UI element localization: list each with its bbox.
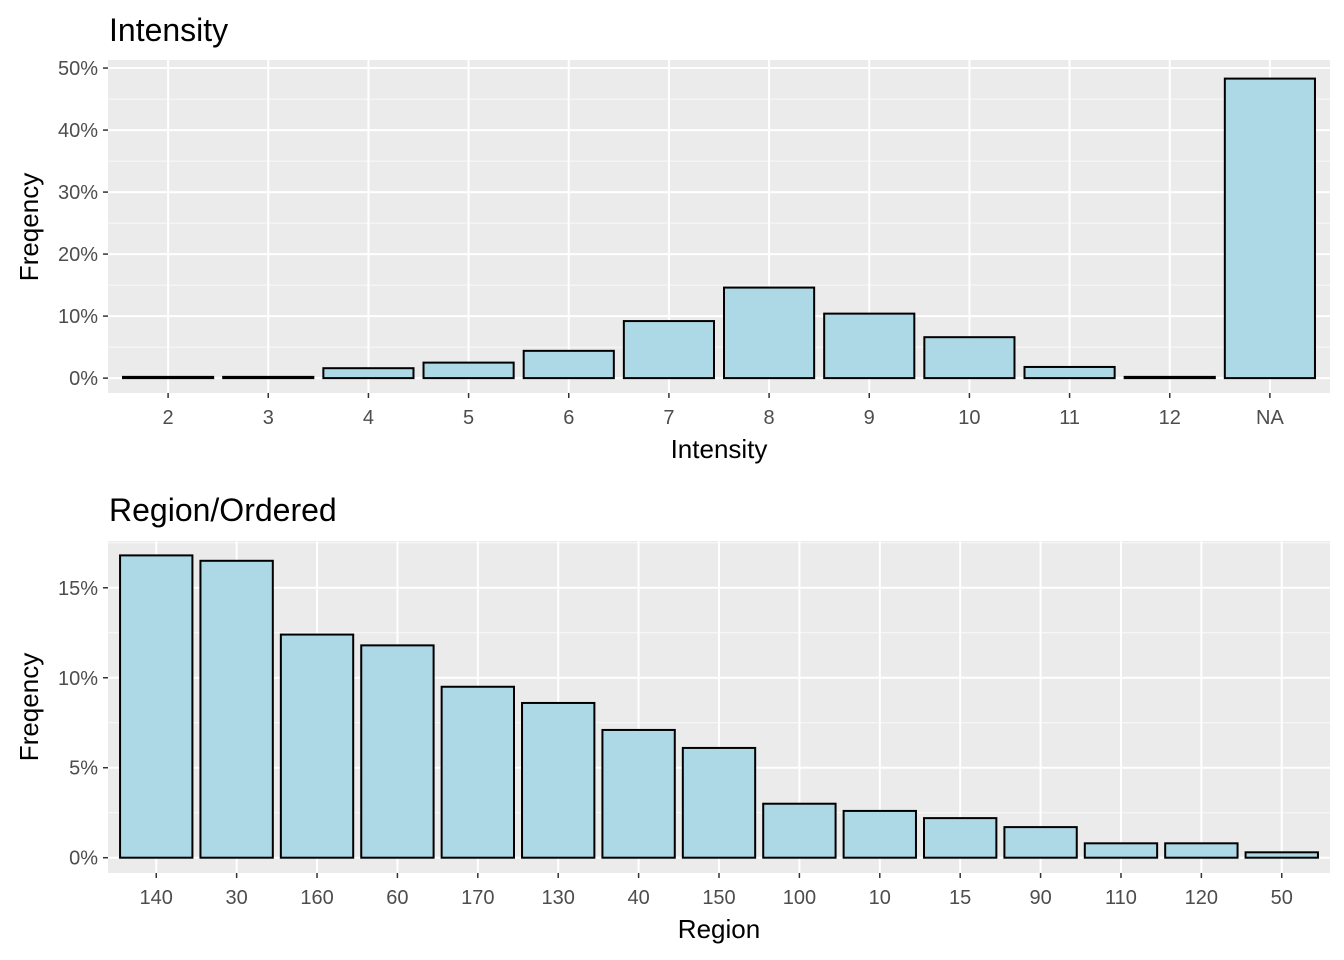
chart-title: Intensity bbox=[109, 12, 228, 48]
y-tick-label: 10% bbox=[58, 306, 98, 328]
y-tick-label: 15% bbox=[58, 578, 98, 600]
bar-140 bbox=[119, 554, 194, 859]
x-tick-label: 3 bbox=[263, 407, 274, 429]
y-tick-label: 0% bbox=[69, 848, 98, 870]
bar-3 bbox=[222, 375, 315, 380]
bar-9 bbox=[823, 312, 916, 380]
x-tick-label: 15 bbox=[949, 887, 971, 909]
x-axis: 140 30 160 60 170 130 40 150 100 10 15 90 110 120 50 bbox=[140, 873, 1293, 909]
bar-2 bbox=[122, 375, 215, 380]
x-tick-label: 10 bbox=[958, 407, 980, 429]
bar-15 bbox=[923, 817, 998, 859]
x-tick-label: 6 bbox=[563, 407, 574, 429]
intensity-chart: Intensity 0% 10% 20% 30% 40% 50% 2 3 4 5 6 7 8 9 10 11… bbox=[14, 12, 1330, 464]
bar-11 bbox=[1023, 365, 1116, 380]
y-axis-title: Freqency bbox=[14, 173, 44, 281]
y-tick-label: 30% bbox=[58, 182, 98, 204]
x-tick-label: 30 bbox=[226, 887, 248, 909]
bar-120 bbox=[1164, 842, 1239, 859]
x-axis-title: Intensity bbox=[671, 434, 768, 464]
x-tick-label: 60 bbox=[386, 887, 408, 909]
y-tick-label: 5% bbox=[69, 758, 98, 780]
chart-title: Region/Ordered bbox=[109, 492, 337, 528]
x-tick-label: 9 bbox=[864, 407, 875, 429]
bar-7 bbox=[622, 320, 715, 380]
x-axis: 2 3 4 5 6 7 8 9 10 11 12 NA bbox=[163, 393, 1284, 429]
x-tick-label: 40 bbox=[627, 887, 649, 909]
x-tick-label: 110 bbox=[1105, 887, 1137, 909]
x-tick-label: 10 bbox=[869, 887, 891, 909]
bar-60 bbox=[360, 644, 435, 859]
x-tick-label: 7 bbox=[663, 407, 674, 429]
x-tick-label: 12 bbox=[1159, 407, 1181, 429]
x-tick-label: 170 bbox=[461, 887, 494, 909]
plot-panel bbox=[108, 60, 1330, 393]
x-tick-label: 50 bbox=[1271, 887, 1293, 909]
bar-150 bbox=[681, 746, 757, 859]
y-tick-label: 50% bbox=[58, 58, 98, 80]
x-tick-label: 130 bbox=[542, 887, 575, 909]
x-tick-label: 150 bbox=[702, 887, 735, 909]
bar-40 bbox=[601, 728, 676, 859]
x-tick-label: NA bbox=[1256, 407, 1284, 429]
bar-30 bbox=[199, 559, 274, 859]
bar-12 bbox=[1123, 375, 1216, 380]
y-axis-title: Freqency bbox=[14, 653, 44, 761]
x-axis-title: Region bbox=[678, 914, 760, 944]
region-ordered-chart: Region/Ordered 0%5%10%15% 140 30 160 60 170 1… bbox=[14, 492, 1330, 944]
bars bbox=[119, 554, 1319, 859]
bar-50 bbox=[1244, 851, 1319, 859]
bar-10 bbox=[923, 336, 1016, 380]
y-tick-label: 20% bbox=[58, 244, 98, 266]
x-tick-label: 100 bbox=[783, 887, 816, 909]
bar-5 bbox=[422, 361, 515, 380]
bar-8 bbox=[723, 286, 816, 380]
bar-110 bbox=[1083, 842, 1159, 859]
y-axis: 0% 10% 20% 30% 40% 50% bbox=[58, 58, 108, 390]
x-tick-label: 140 bbox=[140, 887, 173, 909]
x-tick-label: 4 bbox=[363, 407, 374, 429]
x-tick-label: 2 bbox=[163, 407, 174, 429]
bar-10 bbox=[842, 809, 917, 859]
bars bbox=[122, 77, 1316, 380]
y-tick-label: 10% bbox=[58, 668, 98, 690]
x-tick-label: 5 bbox=[463, 407, 474, 429]
bar-130 bbox=[521, 701, 596, 859]
bar-NA bbox=[1223, 77, 1316, 380]
x-tick-label: 120 bbox=[1185, 887, 1218, 909]
x-tick-label: 8 bbox=[764, 407, 775, 429]
x-tick-label: 90 bbox=[1029, 887, 1051, 909]
bar-6 bbox=[522, 349, 615, 380]
bar-90 bbox=[1003, 826, 1078, 859]
bar-4 bbox=[322, 367, 415, 380]
bar-100 bbox=[762, 802, 837, 859]
y-tick-label: 40% bbox=[58, 120, 98, 142]
x-tick-label: 160 bbox=[300, 887, 333, 909]
x-tick-label: 11 bbox=[1059, 407, 1080, 429]
y-axis: 0% 5% 10% 15% bbox=[58, 578, 108, 870]
bar-160 bbox=[279, 633, 355, 859]
bar-170 bbox=[440, 685, 515, 859]
y-tick-label: 0% bbox=[69, 368, 98, 390]
